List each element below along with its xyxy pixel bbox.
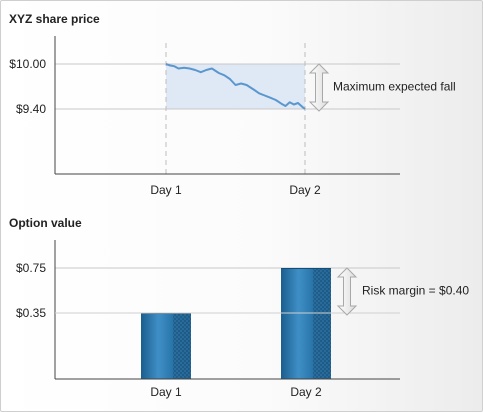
price-x-tick-day1: Day 1: [150, 183, 182, 197]
option-x-tick-day1: Day 1: [150, 385, 182, 399]
price-chart-title: XYZ share price: [9, 12, 100, 26]
price-chart: XYZ share price $10.00 $9.40 Day 1 Day 2…: [9, 12, 456, 197]
option-y-tick-075: $0.75: [16, 261, 46, 275]
risk-margin-arrow-icon: [336, 267, 358, 316]
risk-margin-label: Risk margin = $0.40: [362, 284, 469, 298]
max-fall-band: [166, 64, 305, 109]
price-y-tick-10: $10.00: [9, 57, 46, 71]
option-chart: Option value $0.75 $0.35 Day 1 Day 2 Ris…: [9, 216, 469, 399]
price-series-line: [165, 63, 306, 110]
option-y-tick-035: $0.35: [16, 306, 46, 320]
max-fall-arrow-icon: [308, 63, 330, 112]
option-bar-2: [281, 268, 331, 379]
option-bars: [141, 268, 331, 379]
option-bar-1: [141, 313, 191, 379]
option-x-tick-day2: Day 2: [290, 385, 322, 399]
option-chart-title: Option value: [9, 216, 82, 230]
max-fall-label: Maximum expected fall: [333, 80, 456, 94]
price-x-tick-day2: Day 2: [289, 183, 321, 197]
price-y-tick-940: $9.40: [16, 102, 46, 116]
